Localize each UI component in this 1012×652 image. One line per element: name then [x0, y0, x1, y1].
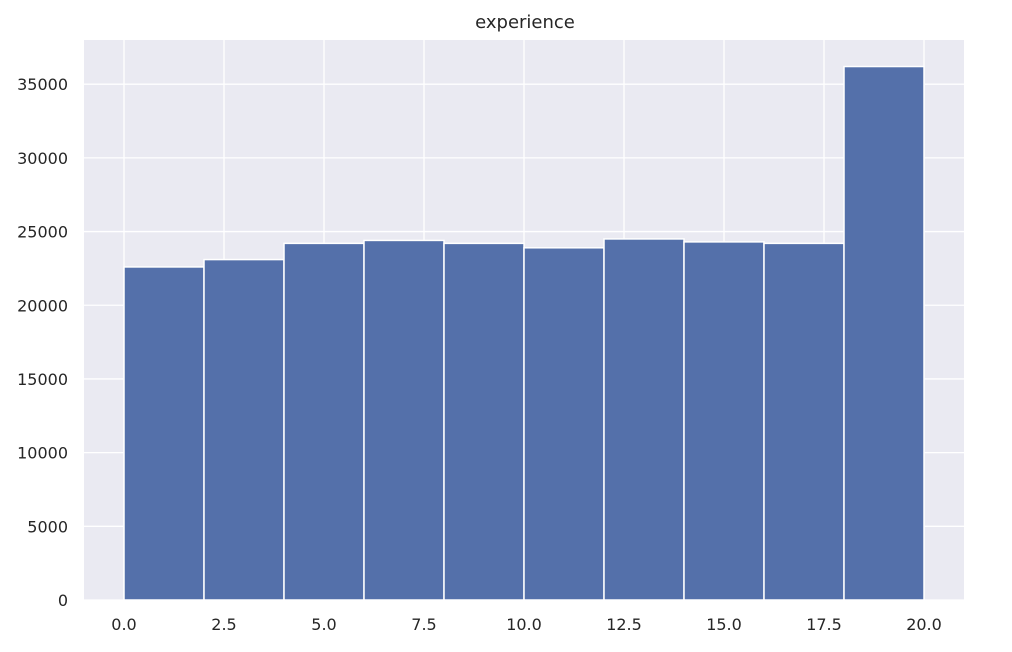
y-tick-label: 35000	[17, 75, 68, 94]
y-tick-labels: 0 5000 10000 15000 20000 25000 30000 35000	[17, 75, 68, 610]
x-tick-label: 15.0	[706, 615, 742, 634]
histogram-bar	[443, 242, 525, 601]
histogram-bar	[603, 238, 685, 601]
histogram-bar	[843, 65, 925, 601]
y-tick-label: 5000	[27, 517, 68, 536]
y-tick-label: 25000	[17, 223, 68, 242]
x-tick-label: 10.0	[506, 615, 542, 634]
y-tick-label: 20000	[17, 296, 68, 315]
x-tick-labels: 0.0 2.5 5.0 7.5 10.0 12.5 15.0 17.5 20.0	[111, 615, 942, 634]
y-tick-label: 0	[58, 591, 68, 610]
y-tick-label: 15000	[17, 370, 68, 389]
x-tick-label: 7.5	[411, 615, 436, 634]
y-tick-label: 30000	[17, 149, 68, 168]
x-tick-label: 17.5	[806, 615, 842, 634]
x-tick-label: 0.0	[111, 615, 136, 634]
chart-title: experience	[475, 12, 575, 33]
histogram-bar	[683, 241, 765, 601]
histogram-bar	[203, 258, 285, 601]
x-tick-label: 5.0	[311, 615, 336, 634]
histogram-bar	[523, 247, 605, 601]
histogram-bar	[283, 242, 365, 601]
x-tick-label: 12.5	[606, 615, 642, 634]
x-tick-label: 2.5	[211, 615, 236, 634]
histogram-bar	[763, 242, 845, 601]
x-tick-label: 20.0	[906, 615, 942, 634]
histogram-bars	[123, 65, 925, 601]
y-tick-label: 10000	[17, 444, 68, 463]
histogram-bar	[363, 239, 445, 601]
histogram-bar	[123, 266, 205, 601]
